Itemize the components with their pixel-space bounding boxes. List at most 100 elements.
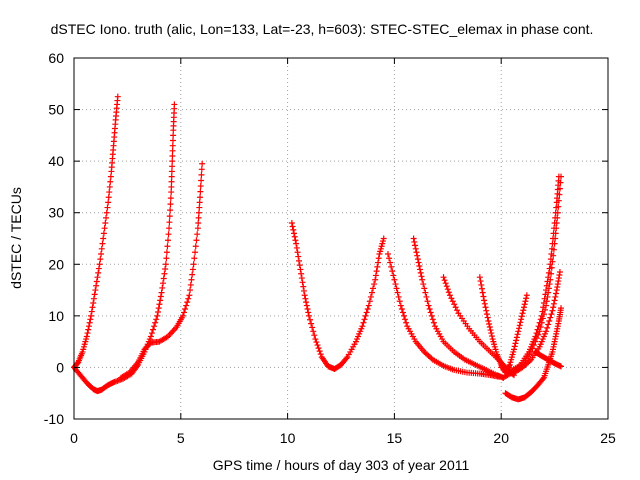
data-point-marker — [163, 249, 170, 256]
data-point-marker — [389, 268, 396, 275]
data-point-marker — [556, 191, 563, 198]
data-point-marker — [518, 316, 525, 323]
data-point-marker — [154, 312, 161, 319]
data-point-marker — [511, 346, 518, 353]
data-point-marker — [84, 330, 91, 337]
series-arc-7 — [440, 274, 518, 379]
data-point-marker — [448, 295, 455, 302]
data-point-marker — [100, 230, 107, 237]
data-point-marker — [388, 263, 395, 270]
data-point-marker — [486, 321, 493, 328]
data-point-marker — [546, 318, 553, 325]
data-point-marker — [297, 266, 304, 273]
data-point-marker — [552, 230, 559, 237]
data-point-marker — [516, 325, 522, 332]
series-arc-13 — [532, 348, 565, 370]
data-point-marker — [183, 302, 190, 309]
data-point-marker — [195, 214, 202, 221]
data-point-marker — [392, 281, 399, 288]
data-point-marker — [553, 290, 560, 297]
data-point-marker — [387, 259, 394, 266]
y-tick-label: 50 — [48, 102, 64, 118]
data-point-marker — [107, 173, 114, 180]
data-point-marker — [417, 266, 424, 273]
data-point-marker — [196, 199, 203, 206]
data-point-marker — [105, 199, 112, 206]
data-point-marker — [169, 147, 176, 154]
data-point-marker — [187, 281, 194, 288]
data-point-marker — [521, 301, 528, 308]
data-point-marker — [515, 328, 522, 335]
data-point-marker — [442, 280, 449, 287]
data-point-marker — [517, 319, 524, 326]
data-point-marker — [420, 281, 427, 288]
data-point-marker — [160, 275, 167, 282]
data-point-marker — [374, 263, 381, 270]
data-point-marker — [426, 305, 433, 312]
data-point-marker — [375, 259, 382, 266]
x-tick-label: 0 — [70, 430, 78, 446]
data-point-marker — [195, 220, 202, 227]
data-point-marker — [104, 204, 111, 211]
data-point-marker — [396, 298, 403, 305]
data-point-marker — [316, 348, 323, 355]
data-point-marker — [365, 302, 372, 309]
data-point-marker — [395, 293, 402, 300]
data-point-marker — [305, 309, 312, 316]
data-point-marker — [290, 226, 297, 233]
data-point-marker — [487, 327, 494, 334]
x-tick-label: 15 — [387, 430, 403, 446]
data-points — [71, 93, 565, 403]
x-tick-label: 10 — [280, 430, 296, 446]
data-point-marker — [415, 259, 422, 266]
data-point-marker — [429, 316, 436, 323]
data-point-marker — [552, 235, 559, 242]
data-point-marker — [168, 168, 175, 175]
data-point-marker — [300, 287, 307, 294]
data-point-marker — [551, 240, 558, 247]
data-point-marker — [363, 309, 370, 316]
data-point-marker — [192, 243, 199, 250]
y-axis-label: dSTEC / TECUs — [8, 187, 24, 289]
data-point-marker — [153, 316, 160, 323]
data-point-marker — [288, 220, 295, 227]
data-point-marker — [523, 295, 530, 302]
series-arc-4 — [288, 220, 387, 372]
data-point-marker — [92, 287, 99, 294]
data-point-marker — [94, 274, 101, 281]
data-point-marker — [548, 264, 555, 271]
data-point-marker — [402, 316, 409, 323]
data-point-marker — [361, 316, 368, 323]
data-point-marker — [394, 289, 401, 296]
data-point-marker — [481, 297, 488, 304]
data-point-marker — [552, 293, 559, 300]
data-point-marker — [537, 324, 544, 331]
data-point-marker — [549, 307, 556, 314]
data-point-marker — [188, 276, 195, 283]
data-point-marker — [88, 308, 95, 315]
data-point-marker — [478, 285, 485, 292]
data-point-marker — [103, 209, 110, 216]
data-point-marker — [198, 171, 205, 178]
data-point-marker — [147, 333, 154, 340]
data-point-marker — [428, 312, 435, 319]
data-point-marker — [368, 289, 375, 296]
data-point-marker — [102, 220, 109, 227]
data-point-marker — [186, 292, 193, 299]
data-point-marker — [511, 343, 518, 350]
data-point-marker — [514, 331, 521, 338]
data-point-marker — [545, 289, 552, 296]
data-point-marker — [488, 330, 495, 337]
data-point-marker — [196, 204, 203, 211]
data-point-marker — [93, 278, 100, 285]
data-point-marker — [548, 270, 555, 277]
data-point-marker — [155, 305, 162, 312]
data-point-marker — [423, 293, 430, 300]
data-point-marker — [295, 257, 302, 264]
data-point-marker — [167, 207, 174, 214]
data-point-marker — [170, 132, 177, 139]
data-point-marker — [87, 316, 94, 323]
data-point-marker — [483, 307, 490, 314]
y-tick-label: 60 — [48, 50, 64, 66]
data-point-marker — [427, 309, 434, 316]
